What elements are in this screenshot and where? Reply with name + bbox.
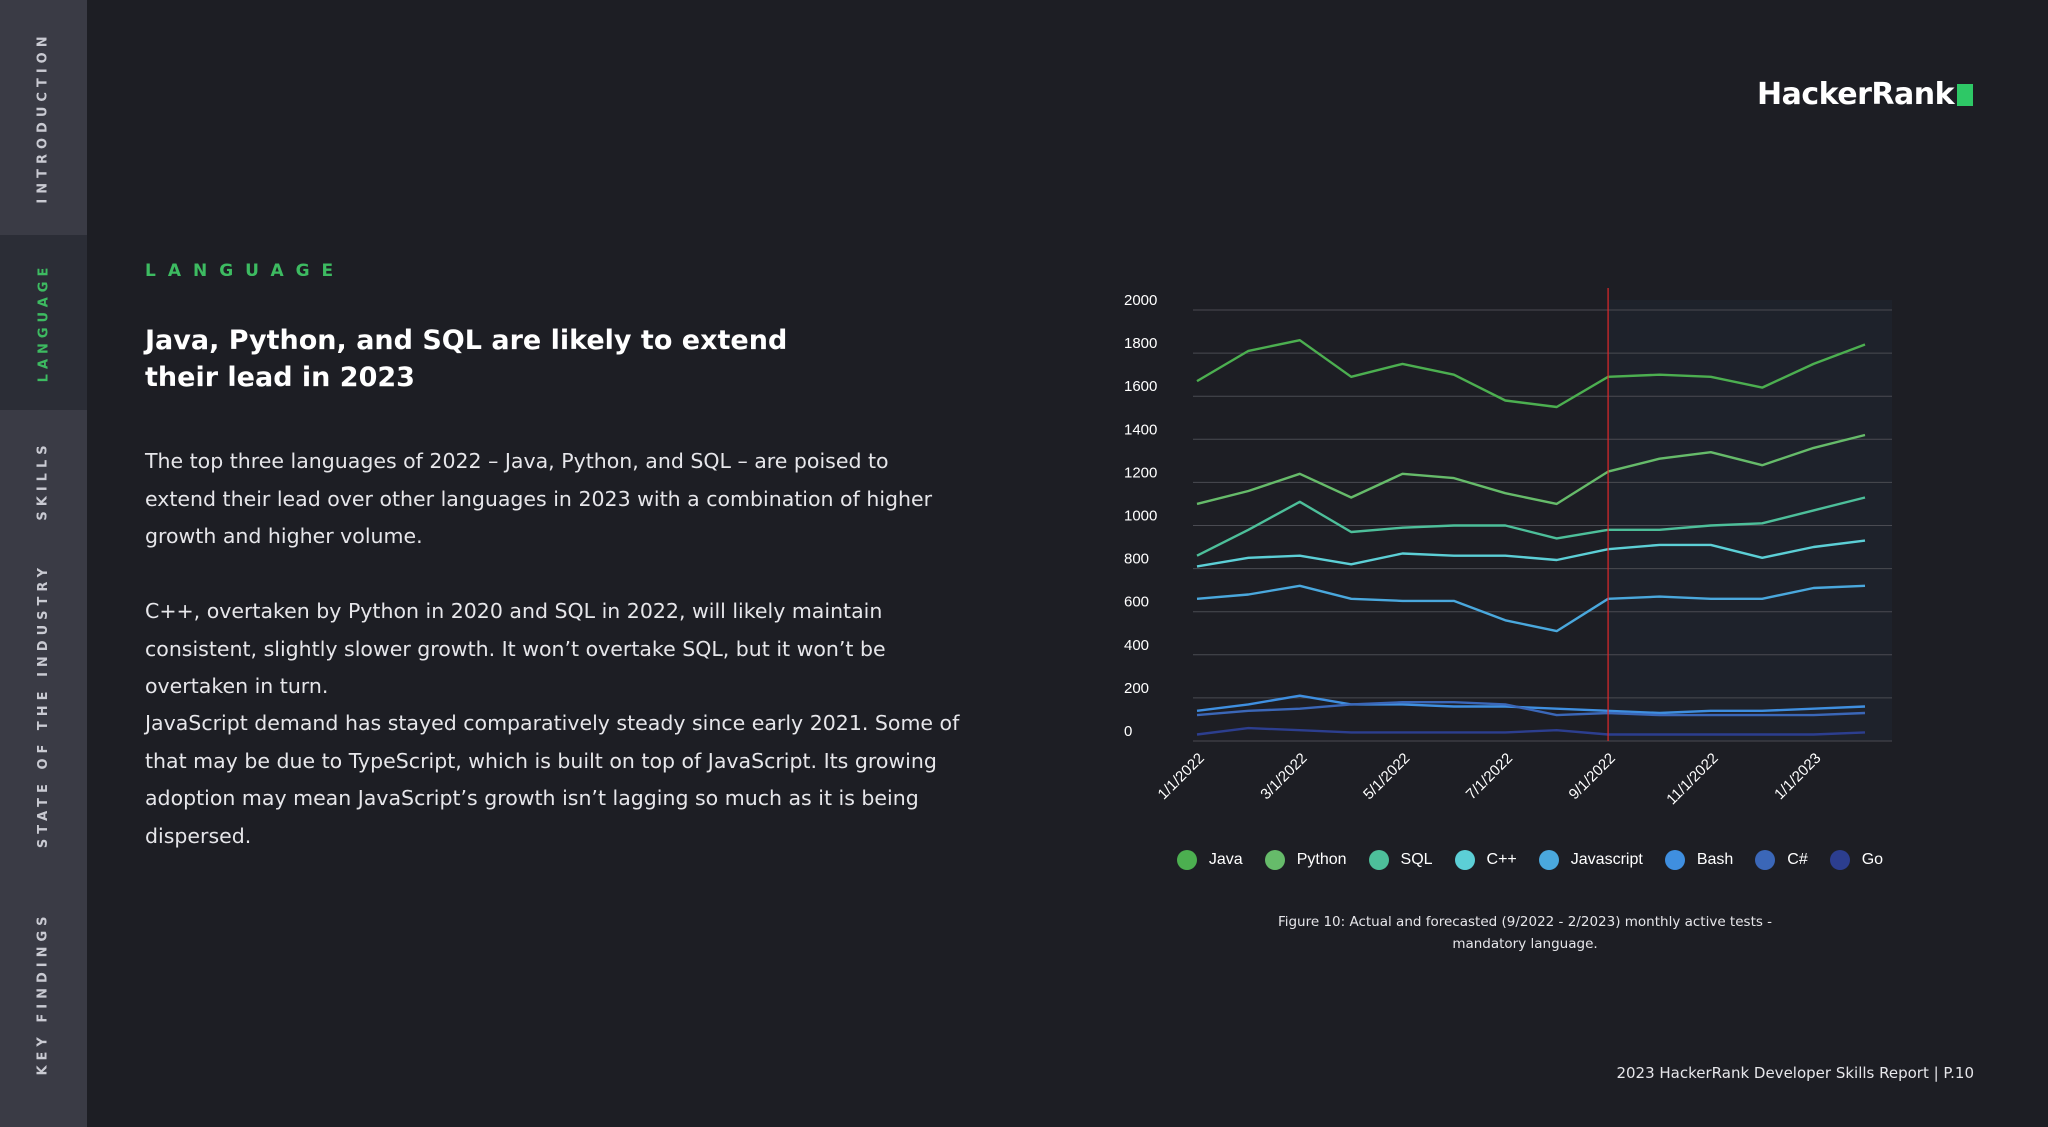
x-tick-label: 3/1/2022 xyxy=(1257,750,1310,803)
y-tick-label: 1800 xyxy=(1124,335,1157,352)
legend-swatch xyxy=(1664,850,1685,870)
forecast-region xyxy=(1608,300,1892,741)
series-line-c- xyxy=(1196,539,1866,568)
y-tick-label: 400 xyxy=(1124,637,1149,654)
y-tick-label: 1000 xyxy=(1124,508,1157,525)
page-headline: Java, Python, and SQL are likely to exte… xyxy=(145,325,788,393)
legend-label: Java xyxy=(1208,851,1243,868)
legend-item-python: Python xyxy=(1264,850,1347,870)
chart-svg: 0 200 400 600 800 1000 1200 1400 1600 1800 2000 1/1… xyxy=(1124,288,1892,808)
legend-swatch xyxy=(1538,850,1559,870)
paragraph-3: JavaScript demand has stayed comparative… xyxy=(145,711,960,848)
y-tick-label: 600 xyxy=(1124,594,1149,611)
legend-item-c-: C# xyxy=(1755,850,1808,870)
series-line-c- xyxy=(1196,701,1866,717)
legend-swatch xyxy=(1264,850,1285,870)
legend-swatch xyxy=(1829,850,1850,870)
legend-item-java: Java xyxy=(1176,850,1243,870)
side-navigation: INTRODUCTION LANGUAGE SKILLS STATE OF TH… xyxy=(0,0,87,1127)
nav-tab-language[interactable]: LANGUAGE xyxy=(0,235,87,410)
y-tick-label: 2000 xyxy=(1124,292,1157,309)
series-line-go xyxy=(1196,726,1866,736)
legend-label: C++ xyxy=(1486,851,1517,868)
legend-item-sql: SQL xyxy=(1368,850,1433,870)
x-tick-label: 7/1/2022 xyxy=(1463,750,1516,803)
nav-tab-key-findings[interactable]: KEY FINDINGS xyxy=(0,860,87,1127)
chart-legend: Java Python SQL C++ Javascript Bash C# Go xyxy=(1160,850,1900,870)
legend-label: SQL xyxy=(1400,851,1433,868)
x-tick-label: 9/1/2022 xyxy=(1566,750,1619,803)
series-line-javascript xyxy=(1196,584,1866,633)
x-tick-label: 1/1/2023 xyxy=(1771,750,1824,803)
series-line-python xyxy=(1196,433,1866,506)
paragraph-1: The top three languages of 2022 – Java, … xyxy=(145,449,933,548)
figure-caption: Figure 10: Actual and forecasted (9/2022… xyxy=(1277,914,1773,952)
section-tag: LANGUAGE xyxy=(145,261,346,281)
legend-item-bash: Bash xyxy=(1664,850,1734,870)
legend-item-go: Go xyxy=(1829,850,1884,870)
nav-tab-language-label: LANGUAGE xyxy=(36,262,52,383)
nav-tab-skills[interactable]: SKILLS xyxy=(0,410,87,550)
hackerrank-logo: HackerRank xyxy=(1757,77,1974,112)
nav-tab-introduction-label: INTRODUCTION xyxy=(36,31,52,204)
nav-tab-state-of-the-industry-label: STATE OF THE INDUSTRY xyxy=(36,562,52,848)
nav-tab-skills-label: SKILLS xyxy=(36,439,51,521)
y-tick-label: 0 xyxy=(1124,723,1132,740)
legend-swatch xyxy=(1454,850,1475,870)
nav-tab-key-findings-label: KEY FINDINGS xyxy=(36,911,52,1076)
legend-label: C# xyxy=(1787,851,1808,868)
x-tick-label: 1/1/2022 xyxy=(1155,750,1208,803)
legend-label: Go xyxy=(1861,851,1884,868)
y-tick-label: 800 xyxy=(1124,551,1149,568)
x-tick-label: 11/1/2022 xyxy=(1663,750,1721,808)
nav-tab-introduction[interactable]: INTRODUCTION xyxy=(0,0,87,235)
legend-item-javascript: Javascript xyxy=(1538,850,1643,870)
series-line-java xyxy=(1196,339,1866,409)
page-footer: 2023 HackerRank Developer Skills Report … xyxy=(1616,1064,1974,1082)
legend-swatch xyxy=(1368,850,1389,870)
legend-swatch xyxy=(1176,850,1197,870)
nav-tab-state-of-the-industry[interactable]: STATE OF THE INDUSTRY xyxy=(0,550,87,860)
y-tick-label: 1400 xyxy=(1124,421,1157,438)
logo-green-block-icon xyxy=(1957,83,1974,106)
language-line-chart: 0 200 400 600 800 1000 1200 1400 1600 1800 2000 1/1… xyxy=(1110,280,1910,900)
y-tick-label: 1600 xyxy=(1124,378,1157,395)
y-tick-label: 200 xyxy=(1124,680,1149,697)
paragraph-2: C++, overtaken by Python in 2020 and SQL… xyxy=(145,599,886,698)
legend-label: Python xyxy=(1296,851,1347,868)
logo-wordmark: HackerRank xyxy=(1757,77,1955,112)
legend-label: Javascript xyxy=(1570,851,1643,868)
legend-label: Bash xyxy=(1696,851,1734,868)
series-line-bash xyxy=(1196,694,1866,715)
x-tick-label: 5/1/2022 xyxy=(1360,750,1413,803)
y-tick-label: 1200 xyxy=(1124,464,1157,481)
legend-item-c-: C++ xyxy=(1454,850,1517,870)
legend-swatch xyxy=(1755,850,1776,870)
series-line-sql xyxy=(1196,496,1866,557)
